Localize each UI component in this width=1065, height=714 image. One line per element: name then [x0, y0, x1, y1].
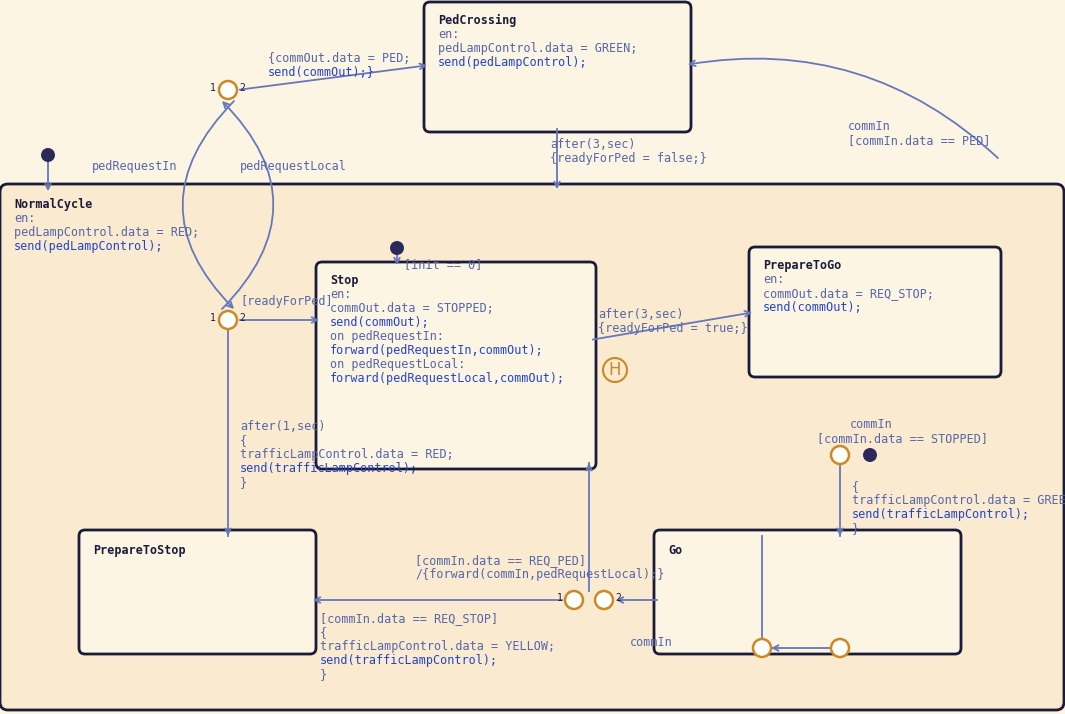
FancyBboxPatch shape — [654, 530, 961, 654]
Text: {: { — [852, 480, 859, 493]
Text: commIn: commIn — [850, 418, 892, 431]
Text: [readyForPed]: [readyForPed] — [240, 295, 332, 308]
Circle shape — [831, 446, 849, 464]
Text: PrepareToGo: PrepareToGo — [763, 259, 841, 272]
Text: en:: en: — [438, 28, 459, 41]
Text: 2: 2 — [615, 593, 621, 603]
Text: {readyForPed = true;}: {readyForPed = true;} — [599, 322, 748, 335]
Circle shape — [566, 591, 583, 609]
Text: [commIn.data == REQ_PED]: [commIn.data == REQ_PED] — [415, 554, 586, 567]
Circle shape — [219, 81, 237, 99]
Text: commIn: commIn — [848, 120, 890, 133]
Text: send(trafficLampControl);: send(trafficLampControl); — [240, 462, 419, 475]
Text: /{forward(commIn,pedRequestLocal);}: /{forward(commIn,pedRequestLocal);} — [415, 568, 665, 581]
Text: on pedRequestIn:: on pedRequestIn: — [330, 330, 444, 343]
Text: 1: 1 — [210, 313, 216, 323]
Text: send(commOut);}: send(commOut);} — [268, 66, 375, 79]
Circle shape — [831, 639, 849, 657]
Text: {commOut.data = PED;: {commOut.data = PED; — [268, 52, 410, 65]
Text: 1: 1 — [557, 593, 563, 603]
Text: pedLampControl.data = GREEN;: pedLampControl.data = GREEN; — [438, 42, 638, 55]
Circle shape — [40, 148, 55, 162]
Text: NormalCycle: NormalCycle — [14, 198, 93, 211]
Text: 2: 2 — [239, 83, 245, 93]
Text: pedRequestLocal: pedRequestLocal — [240, 160, 347, 173]
Text: [commIn.data == PED]: [commIn.data == PED] — [848, 134, 990, 147]
Text: pedLampControl.data = RED;: pedLampControl.data = RED; — [14, 226, 199, 239]
Text: pedRequestIn: pedRequestIn — [92, 160, 178, 173]
Text: en:: en: — [763, 273, 785, 286]
Text: send(commOut);: send(commOut); — [330, 316, 430, 329]
Text: forward(pedRequestIn,commOut);: forward(pedRequestIn,commOut); — [330, 344, 544, 357]
Text: after(3,sec): after(3,sec) — [599, 308, 684, 321]
Text: commOut.data = REQ_STOP;: commOut.data = REQ_STOP; — [763, 287, 934, 300]
Text: Go: Go — [668, 544, 683, 557]
Text: send(pedLampControl);: send(pedLampControl); — [438, 56, 588, 69]
Text: [commIn.data == STOPPED]: [commIn.data == STOPPED] — [817, 432, 988, 445]
Text: trafficLampControl.data = YELLOW;: trafficLampControl.data = YELLOW; — [320, 640, 555, 653]
Text: trafficLampControl.data = RED;: trafficLampControl.data = RED; — [240, 448, 454, 461]
Text: Stop: Stop — [330, 274, 359, 287]
Text: }: } — [240, 476, 247, 489]
Text: forward(pedRequestLocal,commOut);: forward(pedRequestLocal,commOut); — [330, 372, 566, 385]
Text: {readyForPed = false;}: {readyForPed = false;} — [550, 152, 707, 165]
Text: en:: en: — [330, 288, 351, 301]
Text: [init == 0]: [init == 0] — [404, 258, 482, 271]
FancyBboxPatch shape — [79, 530, 316, 654]
Text: [commIn.data == REQ_STOP]: [commIn.data == REQ_STOP] — [320, 612, 498, 625]
Text: after(3,sec): after(3,sec) — [550, 138, 636, 151]
Text: {: { — [320, 626, 327, 639]
Text: H: H — [609, 361, 621, 379]
Circle shape — [219, 311, 237, 329]
Text: }: } — [852, 522, 859, 535]
Circle shape — [863, 448, 876, 462]
FancyBboxPatch shape — [316, 262, 596, 469]
Text: 1: 1 — [210, 83, 216, 93]
Text: send(trafficLampControl);: send(trafficLampControl); — [852, 508, 1030, 521]
Circle shape — [595, 591, 613, 609]
Text: send(pedLampControl);: send(pedLampControl); — [14, 240, 164, 253]
Text: send(commOut);: send(commOut); — [763, 301, 863, 314]
Text: after(1,sec): after(1,sec) — [240, 420, 326, 433]
Text: commIn: commIn — [630, 636, 673, 649]
Text: en:: en: — [14, 212, 35, 225]
Text: PrepareToStop: PrepareToStop — [93, 544, 185, 557]
Circle shape — [753, 639, 771, 657]
FancyBboxPatch shape — [0, 184, 1064, 710]
Text: on pedRequestLocal:: on pedRequestLocal: — [330, 358, 465, 371]
Text: send(trafficLampControl);: send(trafficLampControl); — [320, 654, 498, 667]
FancyBboxPatch shape — [424, 2, 691, 132]
Text: trafficLampControl.data = GREEN;: trafficLampControl.data = GREEN; — [852, 494, 1065, 507]
Text: PedCrossing: PedCrossing — [438, 14, 517, 27]
Circle shape — [390, 241, 404, 255]
Text: }: } — [320, 668, 327, 681]
Text: {: { — [240, 434, 247, 447]
Text: 2: 2 — [239, 313, 245, 323]
Text: commOut.data = STOPPED;: commOut.data = STOPPED; — [330, 302, 494, 315]
FancyBboxPatch shape — [749, 247, 1001, 377]
